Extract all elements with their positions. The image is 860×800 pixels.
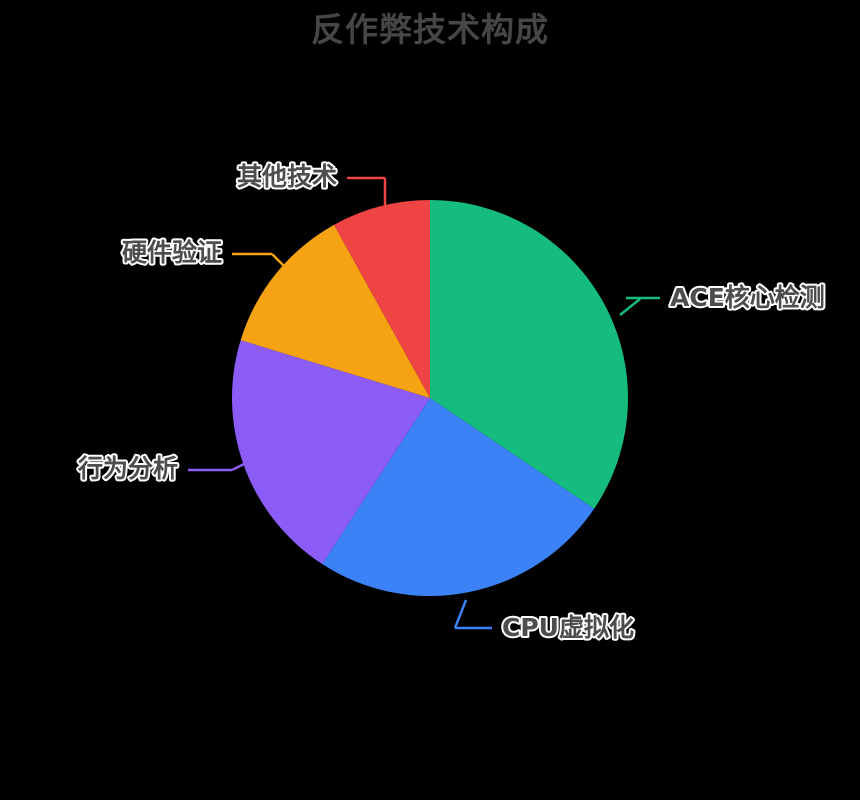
slice-label: CPU虚拟化 [502, 613, 634, 642]
slice-label: 行为分析 [77, 454, 178, 483]
pie-slice[interactable] [334, 200, 430, 398]
leader-line [271, 253, 289, 271]
leader-lines-group [188, 176, 660, 630]
leader-line [453, 599, 468, 629]
pie-slice[interactable] [322, 398, 595, 597]
chart-title: 反作弊技术构成 [311, 10, 549, 49]
slice-label: 其他技术 [237, 162, 337, 191]
pie-slice[interactable] [430, 200, 629, 509]
leader-line [231, 458, 253, 472]
pie-slice[interactable] [240, 224, 430, 398]
slice-label: 硬件验证 [122, 238, 222, 267]
slice-label: ACE核心检测 [670, 283, 825, 312]
slice-labels-group: ACE核心检测 CPU虚拟化 行为分析 硬件验证 其他技术 [75, 160, 827, 644]
leader-line [619, 298, 641, 316]
pie-slice[interactable] [231, 340, 430, 565]
pie-slices-group [231, 200, 629, 597]
